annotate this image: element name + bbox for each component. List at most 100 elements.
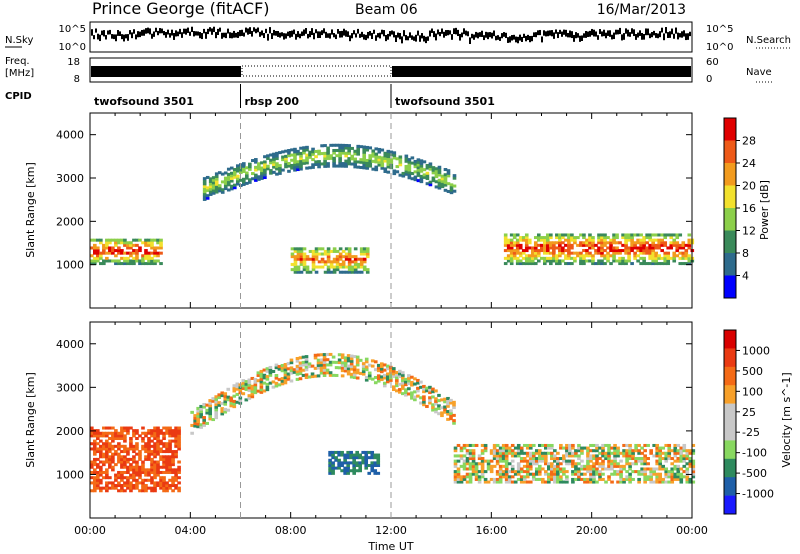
power-cell [156,251,160,255]
freq-bar-left [91,66,241,77]
velocity-cell [580,449,584,453]
velocity-cell [304,362,309,366]
velocity-cell [658,454,662,458]
noise-panel: N.Sky 10^5 10^0 10^5 10^0 N.Search [5,21,791,53]
velocity-cell [507,462,512,466]
power-cell [645,249,649,253]
noise-sample [327,33,329,38]
power-cell [329,154,333,158]
velocity-cell [592,475,596,479]
velocity-cell [580,446,584,450]
power-colorbar-segment [724,185,736,209]
power-cell [150,259,154,263]
velocity-cell [559,457,563,461]
velocity-cell [123,465,127,469]
velocity-cell [553,470,557,474]
power-cell [335,262,340,266]
power-cell [585,241,589,245]
velocity-cell [346,359,351,363]
velocity-cell [150,460,154,464]
velocity-cell [174,468,178,472]
power-cell [407,158,412,162]
velocity-cell [595,467,599,471]
velocity-cell [480,449,485,453]
velocity-cell [382,381,387,385]
power-cell [341,260,346,264]
velocity-cell [141,439,145,443]
power-cell [675,236,680,240]
power-cell [404,154,409,158]
velocity-cell [643,480,647,484]
power-cell [419,164,424,168]
velocity-cell [271,385,276,389]
velocity-cell [376,471,381,475]
velocity-cell [550,470,554,474]
noise-sample [163,30,165,36]
velocity-cell [358,469,363,473]
power-cell [290,163,294,167]
velocity-cell [531,477,536,481]
power-cell [211,191,216,195]
power-cell [452,174,457,178]
power-cell [323,249,328,253]
power-cell [311,150,315,154]
velocity-cell [504,475,509,479]
velocity-cell [165,460,169,464]
power-cell [296,270,301,274]
power-cell [108,249,112,253]
velocity-cell [283,373,288,377]
velocity-cell [132,468,136,472]
power-cell [311,252,316,256]
power-cell [588,259,592,263]
velocity-cell [676,475,681,479]
power-cell [573,236,577,240]
power-cell [296,255,301,259]
velocity-cell [547,446,551,450]
power-cell [612,246,616,250]
velocity-cell [664,457,669,461]
velocity-cell [102,447,106,451]
noise-sample [459,33,461,41]
power-cell [108,259,112,263]
power-cell [549,243,553,247]
power-cell [147,256,151,260]
power-cell [539,256,544,260]
velocity-cell [319,366,324,370]
power-cell [506,259,511,263]
power-cell [425,182,430,186]
velocity-cell [114,476,118,480]
velocity-cell [604,454,608,458]
velocity-cell [410,396,414,400]
power-cell [437,173,442,177]
power-cell [344,252,349,256]
velocity-cell [667,472,672,476]
power-cell [299,262,304,266]
velocity-cell [99,473,103,477]
velocity-cell [373,360,378,364]
velocity-cell [274,384,279,388]
power-cell [512,233,517,237]
power-cell [561,246,565,250]
velocity-cell [489,470,494,474]
power-cell [311,268,316,272]
y-tick-label: 1000 [56,468,84,481]
power-cell [235,179,240,183]
noise-sample [473,34,475,40]
velocity-cell [168,470,172,474]
velocity-cell [440,411,444,415]
velocity-cell [498,454,503,458]
velocity-cell [571,459,575,463]
velocity-cell [367,450,372,454]
velocity-cell [376,461,381,465]
power-cell [272,155,276,159]
velocity-cell [340,363,345,367]
power-cell [296,165,300,169]
velocity-cell [274,374,279,378]
velocity-cell [129,444,133,448]
velocity-cell [93,434,97,438]
power-cell [624,262,628,266]
velocity-cell [220,401,225,405]
velocity-cell [343,466,347,470]
power-cell [618,259,622,263]
velocity-cell [96,442,100,446]
